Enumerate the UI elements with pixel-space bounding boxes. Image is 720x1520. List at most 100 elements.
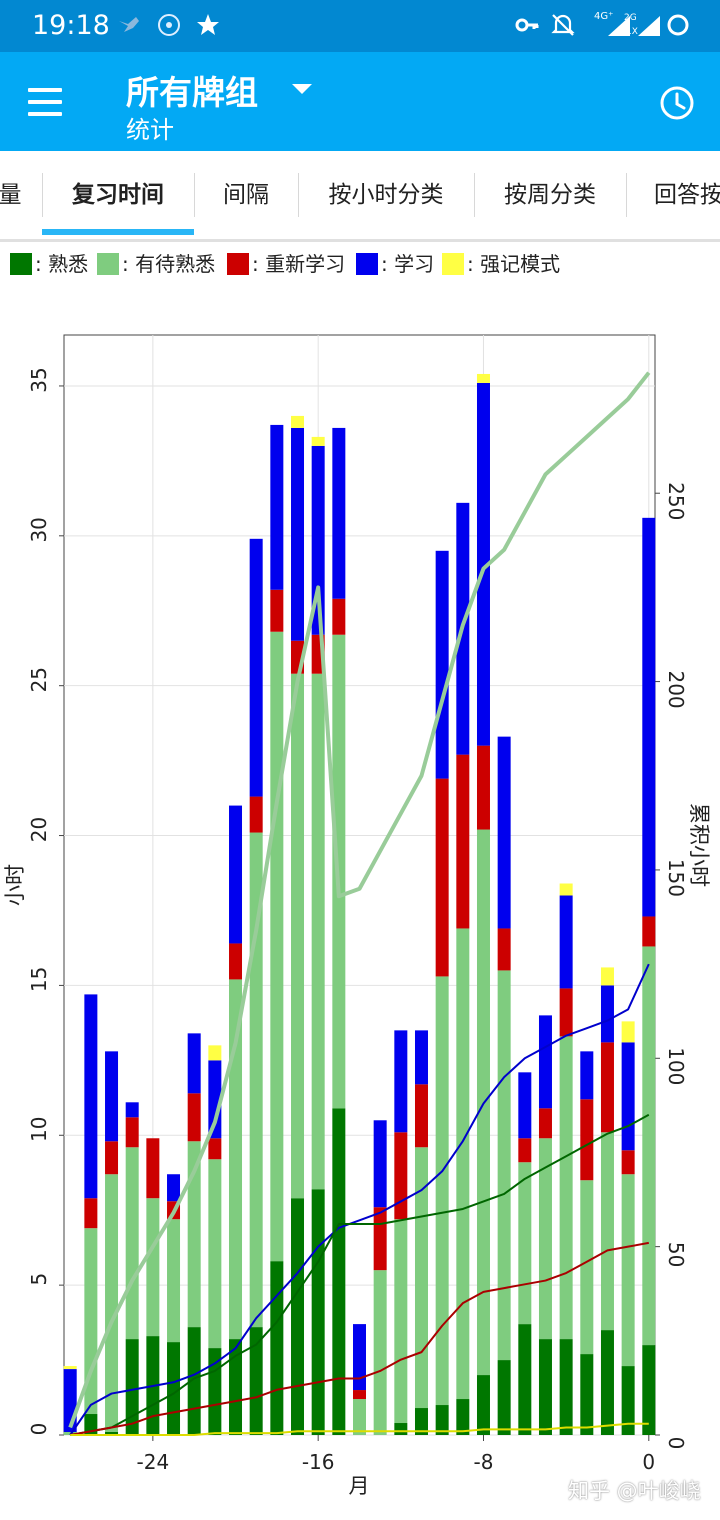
bar-segment-relearn <box>497 928 511 971</box>
bar-segment-learn <box>600 985 614 1043</box>
legend-label-young: : 有待熟悉 <box>122 252 216 276</box>
y-tick-label: 10 <box>27 1117 51 1142</box>
legend-label-relearn: : 重新学习 <box>252 252 346 276</box>
legend-item-relearn: : 重新学习 <box>227 250 345 278</box>
bar-segment-mature <box>105 1432 119 1435</box>
tab-interval[interactable]: 间隔 <box>223 182 269 208</box>
bar-segment-learn <box>621 1042 635 1151</box>
bar-segment-young <box>518 1162 532 1325</box>
legend-label-mature: : 熟悉 <box>35 252 89 276</box>
bar-segment-mature <box>559 1339 573 1435</box>
bar-segment-mature <box>229 1339 243 1435</box>
bar-segment-relearn <box>600 1042 614 1133</box>
bar-segment-cram <box>291 415 305 428</box>
legend-swatch-cram <box>442 253 464 275</box>
bar-segment-relearn <box>435 778 449 977</box>
bar-segment-cram <box>621 1021 635 1043</box>
tab-answer-buttons[interactable]: 回答按 <box>654 182 720 208</box>
signal-icon <box>608 16 630 36</box>
bar-segment-relearn <box>208 1138 222 1160</box>
bar-segment-relearn <box>580 1099 594 1181</box>
bar-segment-learn <box>84 994 98 1199</box>
deck-title[interactable]: 所有牌组 <box>126 73 258 112</box>
bar-segment-learn <box>642 517 656 917</box>
cumulative-line-learn <box>69 963 650 1436</box>
bar-segment-relearn <box>332 598 346 635</box>
x-axis-title: 月 <box>349 1474 370 1498</box>
bar-segment-mature <box>621 1366 635 1435</box>
deck-dropdown-icon[interactable] <box>292 84 312 94</box>
y-tick-label: 20 <box>27 817 51 842</box>
bar-segment-learn <box>291 427 305 641</box>
bar-segment-young <box>167 1219 181 1343</box>
bar-segment-cram <box>311 436 325 446</box>
y2-tick-label: 50 <box>664 1242 688 1267</box>
menu-icon[interactable] <box>28 88 66 116</box>
y-tick-label: 30 <box>27 517 51 542</box>
bar-segment-young <box>187 1141 201 1328</box>
y2-tick-label: 150 <box>664 859 688 897</box>
bar-segment-mature <box>600 1330 614 1435</box>
bar-segment-relearn <box>229 943 243 980</box>
bar-segment-mature <box>435 1405 449 1435</box>
tab-count[interactable]: 量 <box>0 182 22 208</box>
network-2g-label: 2G <box>624 13 637 23</box>
bar-segment-relearn <box>642 916 656 947</box>
legend-swatch-relearn <box>227 253 249 275</box>
bar-segment-relearn <box>270 589 284 632</box>
bar-segment-relearn <box>373 1207 387 1271</box>
tab-by-week[interactable]: 按周分类 <box>504 182 596 208</box>
y2-tick-label: 250 <box>664 482 688 520</box>
bar-segment-relearn <box>84 1198 98 1229</box>
legend-swatch-learn <box>356 253 378 275</box>
bar-segment-cram <box>559 883 573 896</box>
bar-segment-relearn <box>621 1150 635 1175</box>
bar-segment-relearn <box>414 1084 428 1148</box>
bar-segment-young <box>291 673 305 1199</box>
chart-legend: : 熟悉 : 有待熟悉 : 重新学习 : 学习 : 强记模式 <box>0 246 720 282</box>
bar-segment-relearn <box>476 745 490 830</box>
bar-segment-mature <box>311 1189 325 1435</box>
clock-icon[interactable] <box>658 84 696 122</box>
x-tick-label: 0 <box>642 1450 655 1474</box>
bar-segment-relearn <box>518 1138 532 1163</box>
tab-by-hour[interactable]: 按小时分类 <box>328 182 444 208</box>
bar-segment-cram <box>600 967 614 986</box>
page-subtitle: 统计 <box>126 116 174 144</box>
bar-segment-mature <box>167 1342 181 1435</box>
tab-review-time[interactable]: 复习时间 <box>72 182 164 208</box>
stats-tabs: 量 复习时间 间隔 按小时分类 按周分类 回答按 <box>0 151 720 242</box>
bar-segment-learn <box>394 1030 408 1133</box>
bar-segment-mature <box>394 1423 408 1435</box>
bar-segment-young <box>125 1147 139 1340</box>
bar-segment-young <box>208 1159 222 1349</box>
bird-icon <box>119 17 139 32</box>
y-tick-label: 25 <box>27 667 51 692</box>
legend-label-cram: : 强记模式 <box>467 252 561 276</box>
bar-segment-mature <box>125 1339 139 1435</box>
network-1x-label: 1X <box>626 27 638 37</box>
bar-segment-young <box>394 1219 408 1424</box>
cumulative-line-total <box>68 371 651 1429</box>
bar-segment-relearn <box>125 1117 139 1148</box>
y2-tick-label: 100 <box>664 1047 688 1085</box>
bar-segment-learn <box>229 805 243 944</box>
y2-tick-label: 200 <box>664 670 688 708</box>
bar-segment-mature <box>291 1198 305 1435</box>
bar-segment-learn <box>105 1051 119 1142</box>
bar-segment-learn <box>476 382 490 746</box>
bar-segment-mature <box>414 1408 428 1435</box>
bar-segment-young <box>559 1036 573 1340</box>
bar-segment-cram <box>63 1366 77 1370</box>
y-tick-label: 0 <box>27 1423 51 1436</box>
watermark: 知乎 @叶峻峣 <box>568 1479 701 1503</box>
bar-segment-learn <box>187 1033 201 1094</box>
y2-axis-title: 累积小时 <box>687 803 711 887</box>
legend-label-learn: : 学习 <box>381 252 435 276</box>
bar-segment-young <box>414 1147 428 1409</box>
bar-segment-relearn <box>105 1141 119 1175</box>
signal-2-icon <box>638 16 660 36</box>
bar-segment-mature <box>538 1339 552 1435</box>
bar-segment-cram <box>476 373 490 383</box>
